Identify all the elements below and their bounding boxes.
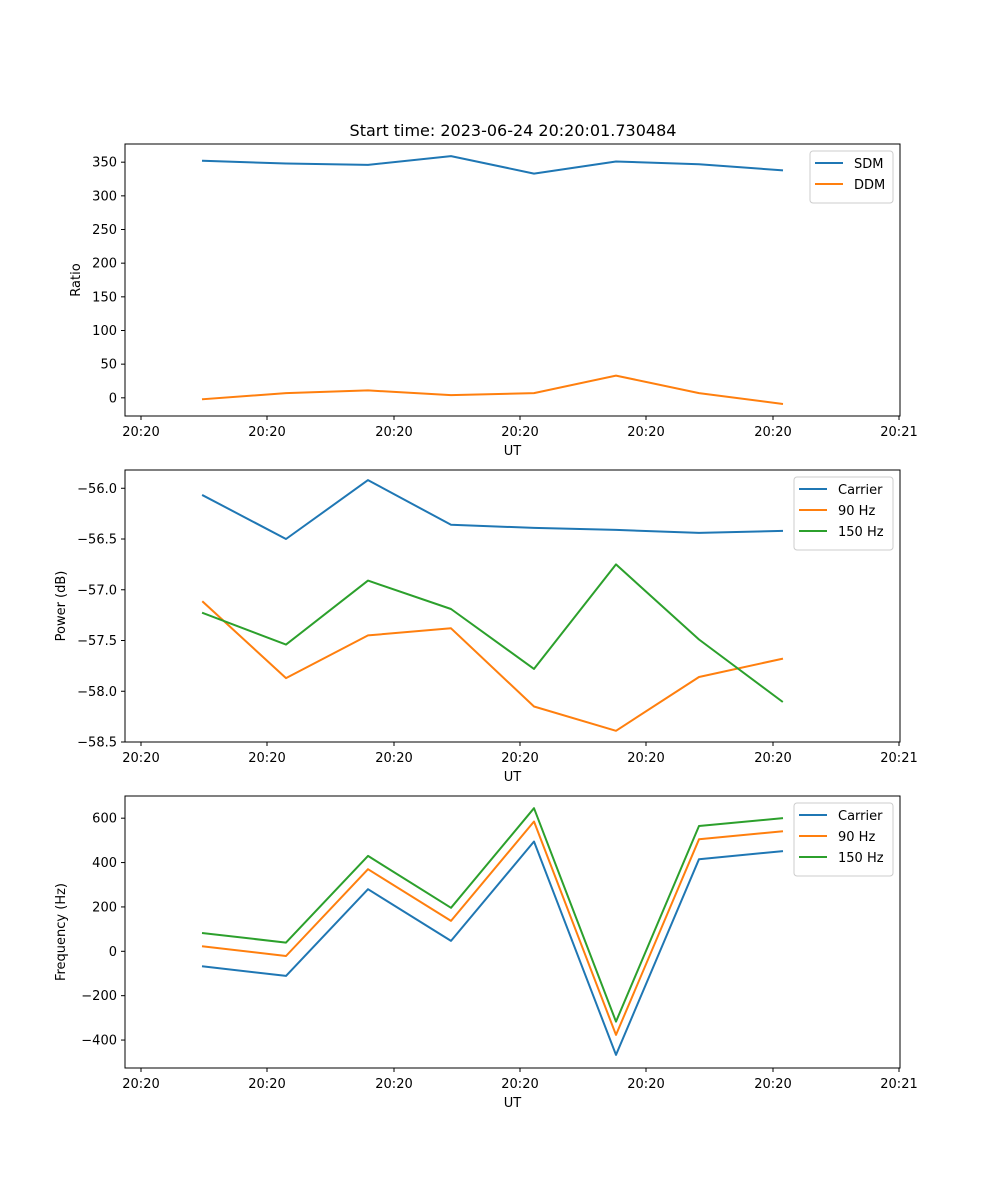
series-line-sdm (201, 155, 784, 175)
y-tick-label: −56.5 (77, 533, 117, 548)
y-tick-label: −56.0 (77, 482, 117, 497)
x-tick-label: 20:20 (375, 1077, 412, 1092)
y-axis-label: Ratio (69, 263, 84, 296)
chart-panel-3: 20:20 20:20 20:20 20:20 20:20 20:20 20:21 −400 −… (54, 795, 918, 1111)
legend-label: Carrier (838, 809, 883, 824)
axes-frame (124, 795, 901, 1069)
chart-panel-1: 20:20 20:20 20:20 20:20 20:20 20:20 20:21 0 50 10… (69, 143, 918, 459)
x-tick-label: 20:20 (754, 751, 791, 766)
legend-label: Carrier (838, 483, 883, 498)
legend-label: 90 Hz (838, 504, 875, 519)
y-tick-label: −58.0 (77, 685, 117, 700)
x-tick-label: 20:21 (880, 425, 917, 440)
x-tick-label: 20:20 (754, 425, 791, 440)
series-line-150-hz (201, 807, 784, 1023)
y-tick-label: 150 (92, 290, 117, 305)
y-tick-label: −58.5 (77, 736, 117, 751)
y-tick-label: 350 (92, 156, 117, 171)
series-line-150-hz (201, 563, 784, 703)
legend-label: 150 Hz (838, 851, 884, 866)
y-tick-label: 600 (92, 812, 117, 827)
y-tick-label: 300 (92, 189, 117, 204)
y-tick-label: −57.5 (77, 634, 117, 649)
y-tick-label: 400 (92, 856, 117, 871)
x-tick-label: 20:20 (627, 751, 664, 766)
x-tick-label: 20:20 (375, 751, 412, 766)
y-tick-label: 200 (92, 900, 117, 915)
y-axis-label: Power (dB) (54, 571, 69, 642)
legend: SDM DDM (809, 150, 894, 204)
x-tick-label: 20:21 (880, 1077, 917, 1092)
series-line-90-hz (201, 820, 784, 1036)
x-axis-label: UT (504, 1096, 522, 1111)
y-axis-label: Frequency (Hz) (54, 883, 69, 981)
x-tick-label: 20:20 (627, 425, 664, 440)
y-tick-label: 200 (92, 257, 117, 272)
x-tick-label: 20:20 (122, 1077, 159, 1092)
legend: Carrier 90 Hz 150 Hz (793, 476, 894, 551)
y-tick-label: 100 (92, 324, 117, 339)
series-line-carrier (201, 840, 784, 1056)
x-tick-label: 20:20 (248, 751, 285, 766)
legend-label: 90 Hz (838, 830, 875, 845)
y-tick-label: 250 (92, 223, 117, 238)
y-tick-label: −57.0 (77, 583, 117, 598)
x-tick-label: 20:20 (627, 1077, 664, 1092)
x-tick-label: 20:21 (880, 751, 917, 766)
legend: Carrier 90 Hz 150 Hz (793, 802, 894, 877)
y-tick-label: −200 (81, 989, 117, 1004)
x-tick-label: 20:20 (501, 751, 538, 766)
x-tick-label: 20:20 (375, 425, 412, 440)
series-line-ddm (201, 374, 784, 406)
y-tick-label: 0 (109, 391, 117, 406)
x-axis-label: UT (504, 770, 522, 785)
legend-label: DDM (854, 178, 885, 193)
x-tick-label: 20:20 (501, 1077, 538, 1092)
series-line-carrier (201, 479, 784, 540)
series-line-90-hz (201, 600, 784, 732)
x-tick-label: 20:20 (754, 1077, 791, 1092)
y-tick-label: 0 (109, 945, 117, 960)
y-tick-label: −400 (81, 1034, 117, 1049)
x-tick-label: 20:20 (122, 425, 159, 440)
x-tick-label: 20:20 (248, 425, 285, 440)
x-tick-label: 20:20 (122, 751, 159, 766)
figure-title: Start time: 2023-06-24 20:20:01.730484 (350, 121, 677, 140)
axes-frame (124, 469, 901, 743)
axes-frame (124, 143, 901, 417)
chart-panel-2: 20:20 20:20 20:20 20:20 20:20 20:20 20:21 −58.5… (54, 469, 918, 785)
legend-label: SDM (854, 157, 883, 172)
x-tick-label: 20:20 (248, 1077, 285, 1092)
x-tick-label: 20:20 (501, 425, 538, 440)
x-axis-label: UT (504, 444, 522, 459)
y-tick-label: 50 (100, 358, 117, 373)
legend-label: 150 Hz (838, 525, 884, 540)
